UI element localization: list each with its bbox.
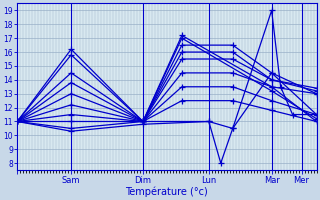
X-axis label: Température (°c): Température (°c) [125, 186, 208, 197]
